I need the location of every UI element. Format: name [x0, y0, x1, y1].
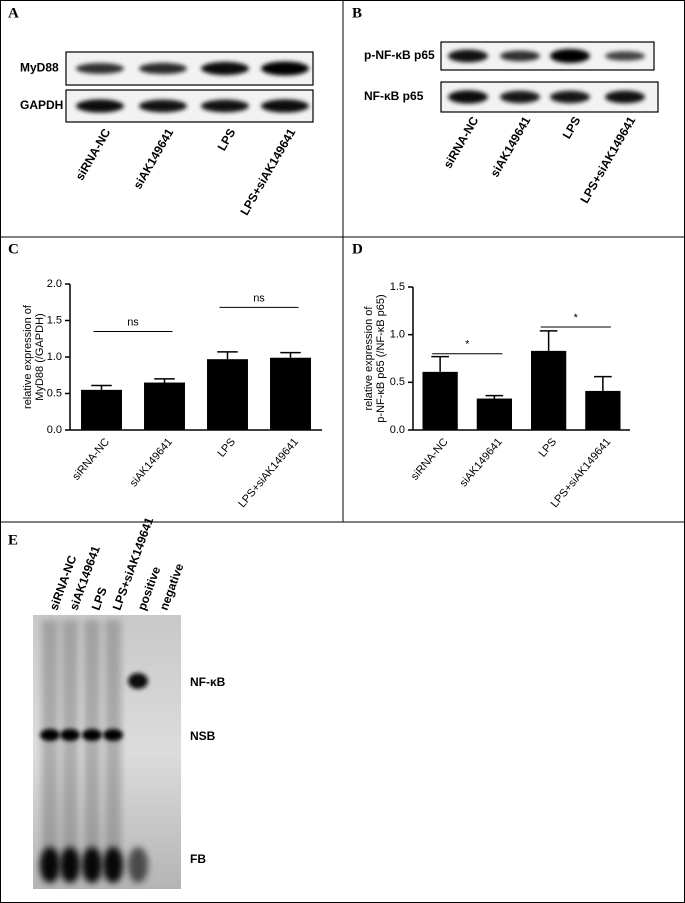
- lane-label: siAK149641: [131, 126, 177, 192]
- gel-smear: [42, 620, 58, 880]
- blot-row-label: p-NF-κB p65: [364, 48, 435, 62]
- blot-row-label: NF-κB p65: [364, 89, 424, 103]
- gel-band: [128, 673, 148, 689]
- y-tick-label: 1.0: [390, 329, 405, 341]
- x-tick-label: siAK149641: [458, 436, 505, 489]
- blot-band: [139, 62, 187, 75]
- y-tick-label: 0.0: [390, 424, 405, 436]
- lane-label: LPS: [215, 126, 239, 153]
- panel-letter: C: [8, 241, 19, 257]
- gel-band: [40, 729, 60, 741]
- x-tick-label: LPS: [215, 436, 238, 460]
- y-tick-label: 2.0: [47, 278, 62, 290]
- blot-band: [201, 99, 249, 113]
- gel-smear: [105, 620, 121, 880]
- blot-band: [550, 90, 590, 104]
- gel-smear: [84, 620, 100, 880]
- blot-band: [448, 49, 488, 63]
- y-tick-label: 0.5: [390, 376, 405, 388]
- panel-letter: A: [8, 5, 19, 21]
- y-tick-label: 0.0: [47, 424, 62, 436]
- bar: [422, 371, 458, 430]
- gel-band: [103, 847, 123, 883]
- y-axis-label: MyD88 (/GAPDH): [34, 313, 46, 400]
- blot-band: [500, 90, 540, 104]
- blot-band: [76, 63, 124, 74]
- blot-band: [139, 99, 187, 113]
- lane-label: LPS: [89, 585, 110, 612]
- blot-band: [605, 51, 645, 61]
- gel-band: [40, 847, 60, 883]
- y-axis-label: relative expression of: [363, 306, 375, 411]
- bar: [530, 350, 567, 430]
- y-tick-label: 1.5: [47, 314, 62, 326]
- panel-letter: E: [8, 532, 18, 548]
- y-tick-label: 0.5: [47, 387, 62, 399]
- blot-band: [500, 50, 540, 62]
- y-tick-label: 1.5: [390, 281, 405, 293]
- lane-label: LPS+siAK149641: [577, 114, 638, 206]
- lane-label: siAK149641: [488, 114, 534, 180]
- bar: [144, 382, 185, 430]
- blot-band: [605, 90, 645, 104]
- band-label: FB: [190, 852, 206, 866]
- bar: [207, 359, 248, 430]
- blot-band: [201, 61, 249, 76]
- lane-label: siRNA-NC: [441, 114, 482, 171]
- y-tick-label: 1.0: [47, 351, 62, 363]
- gel-band: [103, 729, 123, 741]
- blot-row-label: MyD88: [20, 61, 59, 75]
- blot-band: [76, 99, 124, 113]
- x-tick-label: LPS+siAK149641: [236, 436, 301, 510]
- bar: [270, 357, 311, 430]
- y-axis-label: p-NF-κB p65 (/NF-κB p65): [375, 294, 387, 422]
- band-label: NSB: [190, 729, 216, 743]
- x-tick-label: siRNA-NC: [70, 436, 112, 483]
- blot-band: [261, 61, 309, 76]
- gel-band: [128, 847, 148, 883]
- gel-band: [60, 847, 80, 883]
- band-label: NF-κB: [190, 675, 226, 689]
- x-tick-label: siAK149641: [128, 436, 175, 489]
- x-tick-label: LPS+siAK149641: [549, 436, 614, 510]
- blot-band: [448, 90, 488, 104]
- significance-label: ns: [127, 316, 139, 328]
- blot-band: [261, 99, 309, 113]
- significance-label: ns: [253, 292, 265, 304]
- blot-row-label: GAPDH: [20, 98, 63, 112]
- bar: [476, 398, 513, 430]
- x-tick-label: LPS: [537, 436, 560, 460]
- gel-band: [60, 729, 80, 741]
- gel-band: [82, 729, 102, 741]
- significance-label: *: [574, 312, 579, 324]
- panel-letter: B: [352, 5, 362, 21]
- significance-label: *: [465, 339, 470, 351]
- gel-band: [82, 847, 102, 883]
- y-axis-label: relative expression of: [22, 304, 34, 409]
- bar: [81, 389, 122, 430]
- lane-label: LPS+siAK149641: [237, 126, 298, 218]
- blot-band: [550, 49, 590, 63]
- panel-letter: D: [352, 241, 363, 257]
- x-tick-label: siRNA-NC: [409, 436, 451, 483]
- lane-label: LPS: [560, 114, 584, 141]
- lane-label: siRNA-NC: [73, 126, 114, 183]
- bar: [585, 390, 621, 430]
- gel-smear: [62, 620, 78, 880]
